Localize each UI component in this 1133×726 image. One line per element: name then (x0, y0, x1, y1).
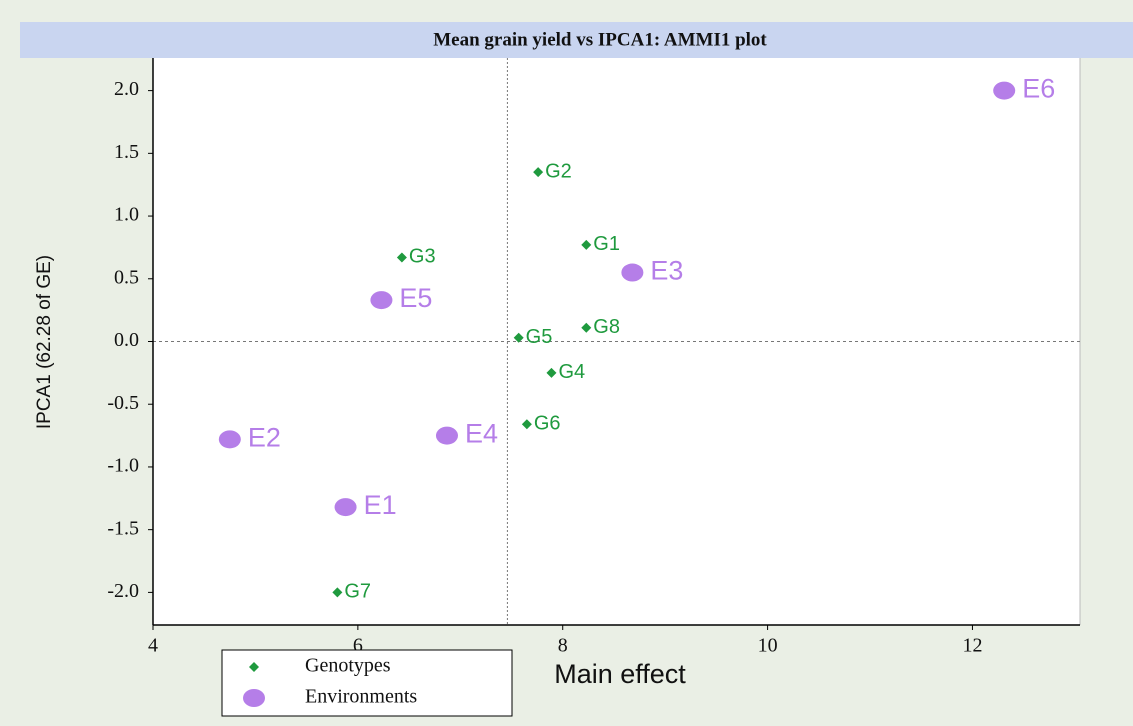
point-label: E2 (248, 422, 281, 452)
x-axis-label: Main effect (554, 659, 686, 689)
point (332, 587, 343, 598)
point (435, 426, 458, 445)
y-tick-label: 0.5 (114, 266, 139, 288)
x-tick-label: 12 (962, 635, 982, 657)
x-tick-label: 10 (758, 635, 778, 657)
point-label: G5 (526, 326, 553, 348)
point (218, 430, 241, 449)
y-tick-label: 2.0 (114, 78, 139, 100)
x-tick-label: 6 (353, 635, 363, 657)
title-bar (20, 22, 1133, 58)
y-tick-label: 1.5 (114, 141, 139, 163)
point (334, 498, 357, 517)
legend-box (221, 649, 513, 717)
point (581, 322, 592, 333)
y-tick-label: -1.0 (107, 455, 139, 477)
point (546, 367, 557, 378)
point (513, 332, 524, 343)
y-tick-label: -0.5 (107, 392, 139, 414)
legend-marker (249, 662, 259, 672)
point-label: G1 (593, 233, 620, 255)
point-label: E3 (650, 256, 683, 286)
legend-label: Genotypes (305, 655, 391, 677)
y-tick-label: 0.0 (114, 329, 139, 351)
point (621, 263, 644, 282)
point (533, 167, 544, 178)
point-label: G2 (545, 160, 572, 182)
point (396, 252, 407, 263)
point (521, 419, 532, 430)
y-tick-label: -1.5 (107, 517, 139, 539)
point-label: E5 (399, 283, 432, 313)
x-tick-label: 8 (558, 635, 568, 657)
x-tick-label: 4 (148, 635, 158, 657)
point-label: G4 (558, 361, 585, 383)
legend-label: Environments (305, 686, 417, 708)
legend-marker (243, 689, 265, 707)
y-axis-label: IPCA1 (62.28 of GE) (34, 255, 55, 429)
y-tick-label: 1.0 (114, 204, 139, 226)
point-label: G8 (593, 316, 620, 338)
point (581, 239, 592, 250)
point (370, 291, 393, 310)
point-label: E4 (465, 419, 498, 449)
point-label: G7 (344, 581, 371, 603)
point-label: E1 (364, 490, 397, 520)
point-label: E6 (1022, 74, 1055, 104)
point-label: G6 (534, 413, 561, 435)
point (993, 81, 1016, 100)
point-label: G3 (409, 246, 436, 268)
y-tick-label: -2.0 (107, 580, 139, 602)
chart-title: Mean grain yield vs IPCA1: AMMI1 plot (433, 29, 767, 50)
